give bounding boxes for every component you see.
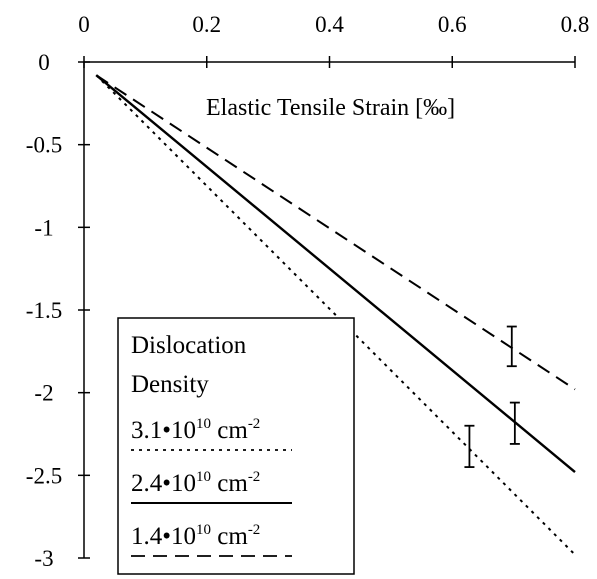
x-tick-label: 0.4 bbox=[315, 12, 344, 37]
y-tick-label: -1 bbox=[34, 215, 53, 240]
y-tick-label: 0 bbox=[38, 50, 50, 75]
y-tick-label: -2.5 bbox=[26, 463, 62, 488]
legend-title-line-1: Dislocation bbox=[131, 332, 247, 359]
error-bar bbox=[464, 424, 475, 468]
legend-entry-label: 3.1•1010 cm-2 bbox=[131, 416, 260, 444]
x-tick-label: 0 bbox=[78, 12, 90, 37]
legend-entry-label: 2.4•1010 cm-2 bbox=[131, 469, 260, 497]
error-bar bbox=[506, 325, 517, 368]
legend-title-line-2: Density bbox=[131, 371, 209, 398]
y-tick-label: -1.5 bbox=[26, 298, 62, 323]
y-ticks: 0 -0.5 -1 -1.5 -2 -2.5 -3 bbox=[26, 50, 90, 571]
chart-title: Elastic Tensile Strain [‰] bbox=[206, 95, 455, 121]
legend-entry-label: 1.4•1010 cm-2 bbox=[131, 522, 260, 550]
legend-entry: 3.1•1010 cm-2 bbox=[131, 416, 292, 451]
legend: Dislocation Density 3.1•1010 cm-2 2.4•101… bbox=[117, 317, 355, 575]
y-tick-label: -3 bbox=[34, 546, 53, 571]
legend-entry: 1.4•1010 cm-2 bbox=[131, 522, 292, 557]
series-line-dotted bbox=[95, 74, 576, 556]
axes: 0 0.2 0.4 0.6 0.8 0 -0.5 -1 -1.5 -2 -2.5 -3 bbox=[26, 12, 590, 571]
y-tick-label: -0.5 bbox=[26, 133, 62, 158]
legend-box bbox=[117, 317, 355, 575]
error-bars bbox=[464, 325, 520, 468]
series-line-dashed bbox=[95, 74, 576, 391]
x-tick-label: 0.6 bbox=[438, 12, 467, 37]
legend-entries: 3.1•1010 cm-2 2.4•1010 cm-2 1.4•1010 cm-2 bbox=[131, 416, 292, 557]
y-tick-label: -2 bbox=[34, 381, 53, 406]
legend-entry: 2.4•1010 cm-2 bbox=[131, 469, 292, 504]
x-ticks: 0 0.2 0.4 0.6 0.8 bbox=[78, 12, 589, 68]
series-line-solid bbox=[95, 74, 576, 473]
series-layer bbox=[95, 74, 576, 556]
x-tick-label: 0.8 bbox=[561, 12, 590, 37]
error-bar bbox=[509, 401, 520, 445]
x-tick-label: 0.2 bbox=[192, 12, 221, 37]
